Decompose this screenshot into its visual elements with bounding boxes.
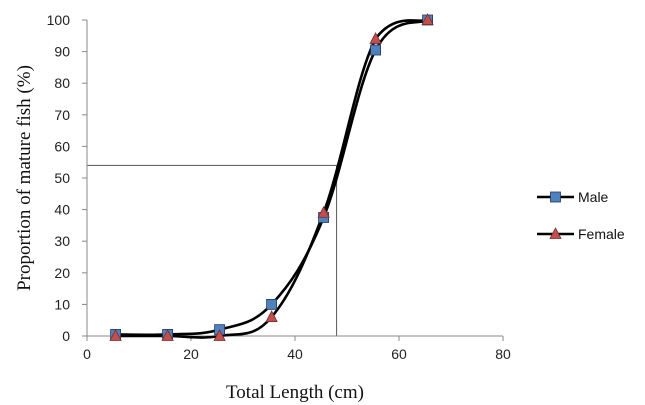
x-axis-title: Total Length (cm)	[226, 382, 364, 403]
series-lines	[115, 18, 429, 339]
axes	[86, 20, 503, 337]
data-point-female	[421, 13, 434, 25]
data-point-female	[317, 205, 330, 218]
y-tick-label: 80	[54, 75, 70, 91]
data-point-female	[265, 310, 278, 322]
y-axis-title: Proportion of mature fish (%)	[14, 65, 35, 291]
y-tick-label: 20	[54, 265, 70, 281]
legend-marker-male	[550, 191, 561, 203]
legend: Male Female	[537, 189, 625, 242]
legend-label-female: Female	[578, 226, 625, 242]
reference-lines	[87, 164, 338, 336]
data-point-female	[213, 329, 226, 341]
y-axis-ticks: 0 10 20 30 40 50 60 70 80 90 100	[47, 12, 87, 344]
y-tick-label: 60	[54, 138, 70, 154]
series-line-female	[115, 18, 429, 339]
data-point-male	[370, 44, 382, 56]
y-tick-label: 50	[54, 170, 70, 186]
y-tick-label: 100	[47, 12, 71, 28]
y-tick-label: 90	[54, 44, 70, 60]
y-tick-label: 0	[62, 328, 70, 344]
y-tick-label: 30	[54, 233, 70, 249]
y-tick-label: 40	[54, 202, 70, 218]
x-tick-label: 20	[183, 346, 199, 362]
series-line-male	[115, 18, 429, 337]
y-tick-label: 70	[54, 107, 70, 123]
data-point-female	[161, 329, 174, 341]
x-axis-ticks: 0 20 40 60 80	[83, 336, 511, 362]
legend-label-male: Male	[578, 189, 609, 205]
x-tick-label: 60	[391, 346, 407, 362]
data-point-female	[109, 329, 122, 341]
x-tick-label: 0	[83, 346, 91, 362]
series-markers	[109, 13, 434, 341]
data-point-female	[369, 32, 382, 44]
x-tick-label: 40	[287, 346, 303, 362]
legend-marker-female	[549, 227, 562, 239]
y-tick-label: 10	[54, 296, 70, 312]
x-tick-label: 80	[495, 346, 511, 362]
data-point-male	[266, 298, 278, 310]
